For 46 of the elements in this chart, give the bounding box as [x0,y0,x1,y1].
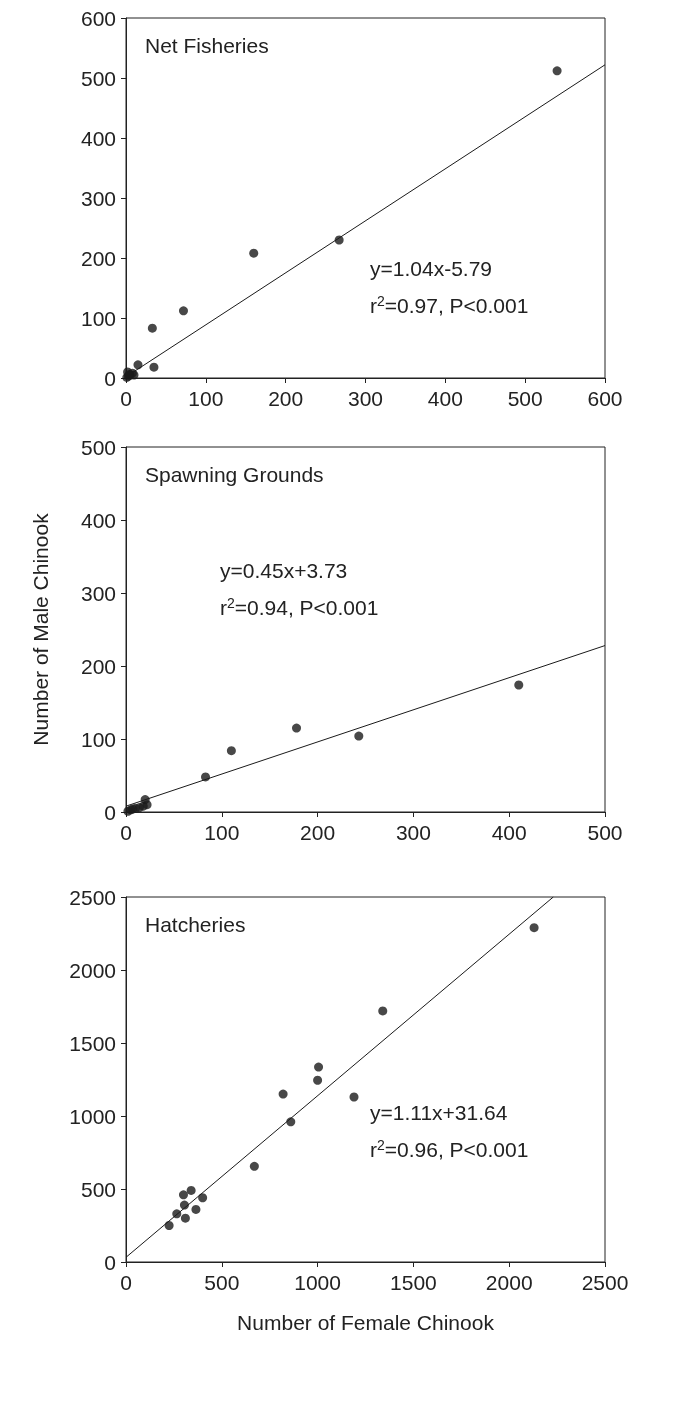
y-tick-label: 0 [104,366,116,390]
annotation: y=1.11x+31.64 [370,1101,508,1124]
y-tick-label: 200 [80,246,116,270]
x-tick-label: 500 [507,387,543,410]
x-axis-title: Number of Female Chinook [237,1311,495,1334]
text: Net Fisheries [145,34,269,57]
y-tick-label: 400 [80,508,116,532]
y-tick-label: 500 [80,66,116,90]
x-tick-label: 1000 [294,1271,341,1294]
y-tick-label: 400 [80,126,116,150]
y-tick-label: 100 [80,727,116,751]
x-tick-label: 500 [587,821,623,844]
y-tick-label: 2000 [69,958,116,982]
x-tick-label: 200 [268,387,304,410]
x-tick-label: 0 [120,821,132,844]
y-tick-label: 500 [80,435,116,459]
y-tick-label: 100 [80,306,116,330]
x-tick-label: 1500 [390,1271,437,1294]
y-tick-label: 2500 [69,885,116,909]
y-tick-label: 1000 [69,1104,116,1128]
x-tick-label: 400 [427,387,463,410]
y-tick-label: 600 [80,6,116,30]
x-tick-label: 0 [120,1271,132,1294]
x-tick-label: 100 [204,821,240,844]
text: Spawning Grounds [145,463,324,486]
x-tick-label: 500 [204,1271,240,1294]
y-tick-label: 1500 [69,1031,116,1055]
annotation: y=1.04x-5.79 [370,257,493,280]
annotation: y=0.45x+3.73 [220,559,348,582]
x-tick-label: 600 [587,387,623,410]
x-tick-label: 2000 [485,1271,533,1294]
y-tick-label: 200 [80,654,116,678]
x-tick-label: 200 [300,821,336,844]
y-tick-label: 300 [80,186,116,210]
x-tick-label: 2500 [581,1271,629,1294]
x-tick-label: 0 [120,387,132,410]
x-tick-label: 300 [395,821,431,844]
x-tick-label: 100 [188,387,224,410]
y-tick-label: 300 [80,581,116,605]
text: Hatcheries [145,913,246,936]
y-axis-title: Number of Male Chinook [29,512,52,746]
x-tick-label: 300 [347,387,384,410]
y-tick-label: 0 [104,800,116,824]
y-tick-label: 500 [80,1177,116,1201]
x-tick-label: 400 [491,821,527,844]
y-tick-label: 0 [104,1250,116,1274]
